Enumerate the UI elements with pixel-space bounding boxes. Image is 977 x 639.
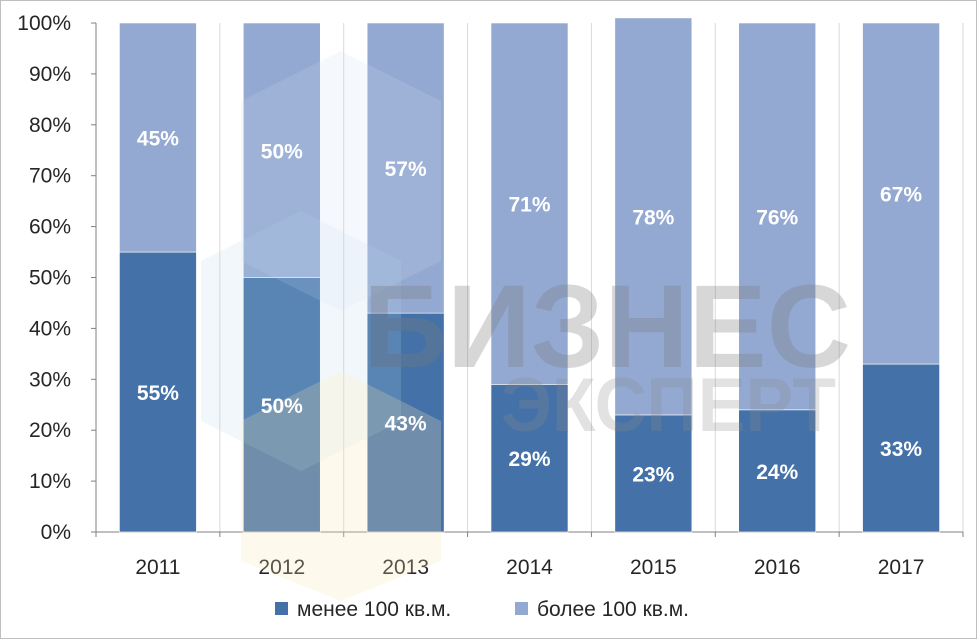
y-tick-label: 0% (41, 521, 71, 544)
bar-segment (366, 312, 445, 533)
y-tick-label: 90% (29, 63, 71, 86)
legend-label: менее 100 кв.м. (297, 598, 451, 621)
y-tick-label: 30% (29, 368, 71, 391)
y-tick-label: 60% (29, 216, 71, 239)
bar-segment (862, 363, 940, 533)
watermark-line1: БИЗНЕС (363, 261, 851, 393)
legend-swatch (275, 602, 288, 615)
bar-segment (119, 251, 197, 533)
bar-segment (490, 384, 569, 533)
axes: 0% 10% 20% 30% 40% 50% 60% 70% 80% 90% 100% 2011 201… (17, 12, 964, 579)
data-label: 23% (632, 463, 674, 486)
x-tick-label: 2015 (630, 556, 677, 579)
legend: менее 100 кв.м. более 100 кв.м. (275, 598, 689, 621)
data-label: 78% (632, 206, 674, 229)
data-label: 24% (756, 461, 798, 484)
legend-label: более 100 кв.м. (537, 598, 689, 621)
data-label: 29% (508, 448, 550, 471)
y-tick-label: 80% (29, 114, 71, 137)
data-label: 45% (137, 128, 179, 151)
bar-segment (242, 22, 321, 278)
x-tick-label: 2012 (258, 556, 305, 579)
x-tick-label: 2011 (135, 556, 180, 579)
data-label: 50% (261, 395, 303, 418)
x-tick-label: 2013 (382, 556, 429, 579)
data-label: 50% (261, 140, 303, 163)
data-label: 76% (756, 206, 798, 229)
data-label: 33% (880, 438, 922, 461)
data-label: 57% (385, 158, 427, 181)
bar-segment (119, 22, 197, 253)
y-tick-label: 40% (29, 317, 71, 340)
data-labels: 55% 45% 50% 50% 43% 57% 29% 71% 23% 78% 24% 76% 33% 6… (137, 128, 923, 487)
watermark-line2: ЭКСПЕРТ (501, 363, 836, 448)
grid-lines (219, 23, 964, 532)
bar-segment (242, 277, 321, 533)
data-label: 67% (880, 184, 922, 207)
bar-segment (738, 409, 817, 533)
data-label: 43% (385, 413, 427, 436)
bar-segment (614, 17, 693, 416)
x-tick-label: 2017 (878, 556, 925, 579)
bar-segment (862, 22, 940, 365)
bar-segment (738, 22, 817, 411)
bar-segment (490, 22, 569, 385)
bars (119, 17, 940, 533)
data-label: 71% (508, 194, 550, 217)
bar-segment (614, 414, 693, 533)
watermark-hexagon-shape (201, 211, 401, 471)
y-tick-label: 20% (29, 419, 71, 442)
x-tick-label: 2016 (754, 556, 801, 579)
watermark: БИЗНЕС ЭКСПЕРТ (201, 51, 851, 601)
bar-segment (366, 22, 445, 314)
watermark-hexagon-shape (241, 51, 441, 311)
data-label: 55% (137, 382, 179, 405)
y-tick-label: 10% (29, 470, 71, 493)
legend-swatch (515, 602, 528, 615)
y-tick-label: 70% (29, 165, 71, 188)
x-tick-label: 2014 (506, 556, 553, 579)
y-tick-label: 100% (17, 12, 71, 35)
y-tick-label: 50% (29, 267, 71, 290)
watermark-hexagon-shape (241, 371, 441, 601)
